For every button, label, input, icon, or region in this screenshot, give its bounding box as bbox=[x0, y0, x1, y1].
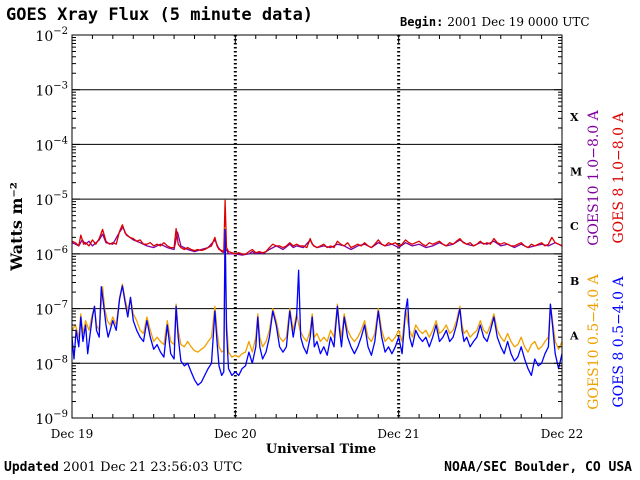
x-tick-label: Dec 21 bbox=[377, 427, 420, 441]
legend-entry-0: GOES10 1.0−8.0 A bbox=[586, 109, 602, 245]
y-tick-base: 10 bbox=[35, 412, 53, 428]
y-tick-exponent: −3 bbox=[53, 81, 68, 92]
legend-entry-1: GOES 8 1.0−8.0 A bbox=[611, 112, 627, 244]
chart-title: GOES Xray Flux (5 minute data) bbox=[6, 5, 314, 25]
begin-value: 2001 Dec 19 0000 UTC bbox=[447, 15, 590, 29]
y-tick-label: 10−5 bbox=[35, 190, 68, 209]
x-tick-label: Dec 19 bbox=[51, 427, 94, 441]
y-tick-base: 10 bbox=[35, 357, 53, 373]
flare-class-label: B bbox=[570, 275, 579, 288]
y-tick-label: 10−7 bbox=[35, 300, 68, 319]
begin-label: Begin: bbox=[400, 15, 444, 29]
series-line-2 bbox=[71, 227, 563, 358]
y-tick-base: 10 bbox=[35, 248, 53, 264]
y-tick-base: 10 bbox=[35, 84, 53, 100]
axis-layer bbox=[71, 34, 563, 419]
updated-value: 2001 Dec 21 23:56:03 UTC bbox=[62, 460, 243, 475]
y-tick-exponent: −5 bbox=[53, 190, 68, 201]
y-tick-base: 10 bbox=[35, 29, 53, 45]
y-tick-exponent: −4 bbox=[53, 135, 68, 146]
y-tick-label: 10−4 bbox=[35, 135, 68, 154]
y-tick-base: 10 bbox=[35, 303, 53, 319]
y-tick-base: 10 bbox=[35, 193, 53, 209]
x-tick-label: Dec 20 bbox=[214, 427, 257, 441]
x-axis-title: Universal Time bbox=[266, 442, 376, 457]
y-tick-base: 10 bbox=[35, 138, 53, 154]
y-tick-label: 10−6 bbox=[35, 245, 68, 264]
begin-timestamp: Begin: 2001 Dec 19 0000 UTC bbox=[400, 16, 590, 28]
updated-label: Updated bbox=[4, 460, 59, 475]
series-line-0 bbox=[71, 226, 563, 256]
y-tick-exponent: −2 bbox=[53, 26, 68, 37]
y-axis-title: Watts m⁻² bbox=[7, 182, 26, 272]
flare-class-label: A bbox=[569, 330, 579, 343]
series-layer bbox=[71, 199, 563, 386]
x-tick-label: Dec 22 bbox=[541, 427, 584, 441]
series-line-3 bbox=[71, 228, 563, 386]
plot-frame bbox=[71, 34, 563, 419]
y-tick-exponent: −7 bbox=[53, 300, 68, 311]
y-tick-exponent: −9 bbox=[53, 409, 68, 420]
flare-class-label: C bbox=[570, 220, 579, 233]
updated-timestamp: Updated 2001 Dec 21 23:56:03 UTC bbox=[4, 461, 242, 474]
y-tick-label: 10−2 bbox=[35, 26, 68, 45]
series-line-1 bbox=[71, 199, 563, 255]
y-tick-exponent: −8 bbox=[53, 354, 68, 365]
y-tick-label: 10−3 bbox=[35, 81, 68, 100]
legend-entry-3: GOES 8 0.5−4.0 A bbox=[611, 276, 627, 408]
flare-class-label: X bbox=[570, 111, 579, 124]
credit-text: NOAA/SEC Boulder, CO USA bbox=[444, 460, 632, 475]
grid-layer bbox=[72, 35, 562, 418]
flare-class-label: M bbox=[570, 166, 582, 179]
legend-entry-2: GOES10 0.5−4.0 A bbox=[586, 273, 602, 409]
y-tick-label: 10−8 bbox=[35, 354, 68, 373]
y-tick-exponent: −6 bbox=[53, 245, 68, 256]
y-tick-label: 10−9 bbox=[35, 409, 68, 428]
